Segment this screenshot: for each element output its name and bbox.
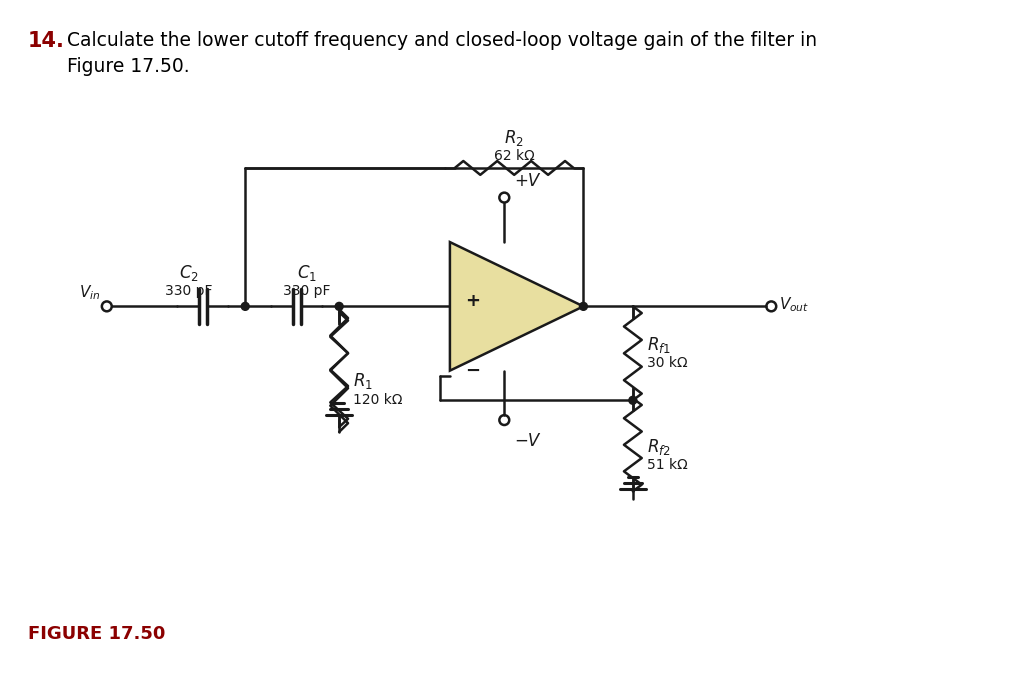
Text: Calculate the lower cutoff frequency and closed-loop voltage gain of the filter : Calculate the lower cutoff frequency and… — [68, 32, 817, 51]
Text: $R_{f2}$: $R_{f2}$ — [647, 437, 671, 457]
Circle shape — [242, 302, 249, 310]
Text: $R_2$: $R_2$ — [504, 128, 524, 148]
Text: $R_1$: $R_1$ — [353, 370, 373, 391]
Text: 120 kΩ: 120 kΩ — [353, 393, 402, 408]
Text: $C_2$: $C_2$ — [179, 262, 199, 283]
Text: +: + — [465, 293, 480, 310]
Text: FIGURE 17.50: FIGURE 17.50 — [28, 625, 165, 643]
Text: 330 pF: 330 pF — [283, 285, 331, 298]
Text: −: − — [465, 362, 480, 380]
Text: $C_1$: $C_1$ — [297, 262, 316, 283]
Text: $V_{out}$: $V_{out}$ — [779, 295, 809, 314]
Text: 62 kΩ: 62 kΩ — [494, 149, 535, 163]
Circle shape — [580, 302, 588, 310]
Text: 14.: 14. — [28, 32, 65, 51]
Text: Figure 17.50.: Figure 17.50. — [68, 57, 189, 76]
Text: 30 kΩ: 30 kΩ — [647, 356, 687, 370]
Text: $R_{f1}$: $R_{f1}$ — [647, 335, 671, 356]
Circle shape — [335, 302, 343, 310]
Text: 51 kΩ: 51 kΩ — [647, 458, 687, 472]
Text: +V: +V — [514, 172, 540, 190]
Text: $V_{in}$: $V_{in}$ — [80, 284, 100, 302]
Polygon shape — [450, 242, 584, 370]
Circle shape — [629, 396, 637, 404]
Text: 330 pF: 330 pF — [165, 285, 213, 298]
Text: −V: −V — [514, 432, 540, 450]
